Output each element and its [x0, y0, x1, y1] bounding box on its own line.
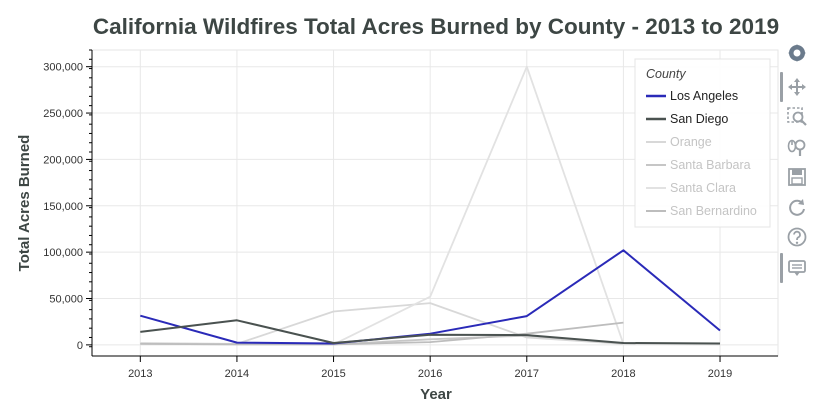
x-axis-ticks: 2013 2014 2015 2016 2017 2018 2019	[128, 356, 732, 380]
legend-item-san-bernardino[interactable]: San Bernardino	[646, 204, 757, 218]
legend-item-los-angeles[interactable]: Los Angeles	[646, 89, 738, 103]
wheel-zoom-tool-icon[interactable]	[786, 136, 808, 158]
active-tool-indicator	[780, 72, 783, 102]
legend-label: San Diego	[670, 112, 728, 126]
y-axis-ticks: 0 50,000 100,000 150,000 200,000 250,000 300,0…	[43, 49, 92, 352]
legend-label: Orange	[670, 135, 712, 149]
bokeh-logo-icon[interactable]	[786, 42, 808, 64]
hover-tool-icon[interactable]	[786, 257, 808, 279]
y-tick-label: 300,000	[43, 62, 83, 74]
x-tick-label: 2017	[515, 368, 539, 380]
x-tick-label: 2015	[321, 368, 345, 380]
series-layer	[140, 65, 721, 346]
legend-title: County	[646, 67, 686, 81]
y-tick-label: 200,000	[43, 154, 83, 166]
series-line-san-bernardino	[140, 321, 624, 346]
box-zoom-tool-icon[interactable]	[786, 106, 808, 128]
x-tick-label: 2014	[225, 368, 249, 380]
legend-items: Los Angeles San Diego Orange Santa Barbara S…	[646, 89, 757, 218]
legend-item-orange[interactable]: Orange	[646, 135, 712, 149]
x-tick-label: 2016	[418, 368, 442, 380]
active-tool-indicator	[780, 253, 783, 283]
y-axis-label: Total Acres Burned	[16, 135, 33, 272]
y-tick-label: 100,000	[43, 247, 83, 259]
x-tick-label: 2013	[128, 368, 152, 380]
chart-title: California Wildfires Total Acres Burned …	[93, 14, 779, 39]
save-tool-icon[interactable]	[786, 166, 808, 188]
legend-label: Santa Barbara	[670, 158, 751, 172]
x-axis-label: Year	[420, 386, 452, 403]
y-tick-label: 150,000	[43, 201, 83, 213]
help-tool-icon[interactable]	[786, 226, 808, 248]
y-tick-label: 250,000	[43, 108, 83, 120]
reset-tool-icon[interactable]	[786, 196, 808, 218]
pan-tool-icon[interactable]	[786, 76, 808, 98]
legend-item-santa-barbara[interactable]: Santa Barbara	[646, 158, 751, 172]
toolbar	[778, 40, 818, 290]
legend-item-santa-clara[interactable]: Santa Clara	[646, 181, 736, 195]
y-tick-label: 0	[77, 340, 83, 352]
legend: County Los Angeles San Diego Orange Santa B…	[634, 58, 771, 228]
x-tick-label: 2019	[708, 368, 732, 380]
x-tick-label: 2018	[611, 368, 635, 380]
series-line-san-diego	[140, 319, 721, 345]
y-tick-label: 50,000	[49, 294, 83, 306]
legend-item-san-diego[interactable]: San Diego	[646, 112, 728, 126]
legend-label: San Bernardino	[670, 204, 757, 218]
x-grid	[139, 50, 721, 356]
legend-label: Los Angeles	[670, 89, 738, 103]
legend-label: Santa Clara	[670, 181, 736, 195]
